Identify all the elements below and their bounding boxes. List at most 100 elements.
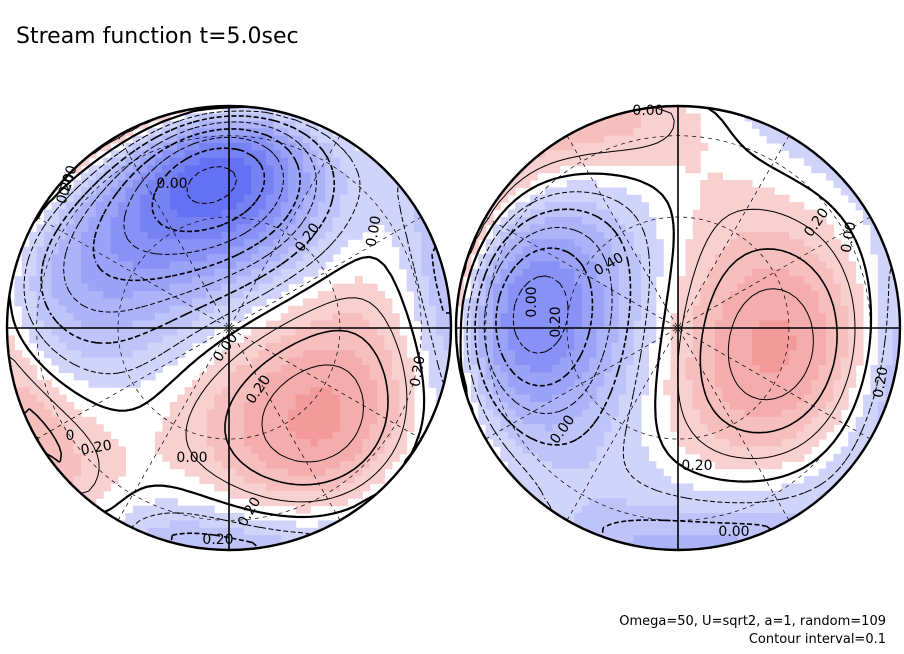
contour-cell xyxy=(184,305,193,314)
contour-cell xyxy=(332,209,341,218)
contour-cell xyxy=(58,239,67,248)
contour-cell xyxy=(236,187,245,196)
contour-cell xyxy=(14,276,23,285)
contour-cell xyxy=(399,209,408,218)
contour-cell xyxy=(391,535,400,544)
contour-cell xyxy=(421,157,430,166)
contour-cell xyxy=(744,268,753,277)
contour-cell xyxy=(759,313,768,322)
contour-cell xyxy=(214,217,223,225)
contour-cell xyxy=(633,291,642,299)
contour-cell xyxy=(325,313,334,322)
contour-cell xyxy=(140,505,149,514)
contour-cell xyxy=(789,143,797,151)
contour-cell xyxy=(132,172,141,181)
contour-cell xyxy=(544,379,553,388)
contour-cell xyxy=(362,402,371,410)
contour-cell xyxy=(870,135,879,144)
contour-cell xyxy=(789,113,797,122)
contour-cell xyxy=(826,135,834,144)
contour-cell xyxy=(354,453,363,462)
contour-cell xyxy=(118,313,126,322)
contour-label: 0.00 xyxy=(156,176,187,192)
contour-cell xyxy=(522,135,531,144)
contour-cell xyxy=(303,505,311,514)
contour-cell xyxy=(199,150,208,159)
contour-cell xyxy=(500,231,509,240)
contour-cell xyxy=(243,365,252,373)
contour-cell xyxy=(478,387,487,396)
contour-cell xyxy=(229,187,237,196)
contour-cell xyxy=(618,320,627,329)
contour-cell xyxy=(567,298,575,307)
contour-cell xyxy=(325,416,334,425)
contour-cell xyxy=(118,328,126,336)
contour-cell xyxy=(574,202,583,211)
contour-cell xyxy=(340,498,348,507)
contour-cell xyxy=(258,276,267,285)
contour-cell xyxy=(325,365,334,373)
contour-cell xyxy=(877,143,886,151)
contour-cell xyxy=(266,291,274,299)
contour-cell xyxy=(362,483,371,492)
contour-cell xyxy=(347,431,356,440)
contour-cell xyxy=(522,342,531,351)
contour-cell xyxy=(774,261,783,270)
contour-cell xyxy=(132,202,141,211)
contour-cell xyxy=(251,446,260,455)
contour-cell xyxy=(463,365,472,373)
contour-cell xyxy=(633,298,642,307)
contour-cell xyxy=(21,453,30,462)
contour-cell xyxy=(29,424,38,433)
contour-cell xyxy=(493,379,501,388)
contour-cell xyxy=(236,357,245,366)
contour-cell xyxy=(848,150,857,159)
contour-cell xyxy=(251,143,260,151)
contour-cell xyxy=(530,283,538,292)
contour-cell xyxy=(596,202,605,211)
contour-cell xyxy=(199,261,208,270)
contour-cell xyxy=(310,542,319,550)
contour-cell xyxy=(789,135,797,144)
contour-cell xyxy=(162,150,171,159)
contour-cell xyxy=(414,298,422,307)
contour-cell xyxy=(715,254,723,262)
contour-cell xyxy=(421,328,430,336)
contour-cell xyxy=(81,483,89,492)
contour-cell xyxy=(332,283,341,292)
contour-cell xyxy=(147,246,156,255)
contour-cell xyxy=(132,150,141,159)
contour-cell xyxy=(870,150,879,159)
contour-cell xyxy=(406,217,415,225)
contour-cell xyxy=(229,350,237,359)
contour-cell xyxy=(229,416,237,425)
contour-cell xyxy=(177,187,186,196)
contour-cell xyxy=(892,187,900,196)
contour-cell xyxy=(317,409,326,418)
contour-cell xyxy=(436,120,445,129)
contour-cell xyxy=(399,446,408,455)
contour-cell xyxy=(199,328,208,336)
contour-cell xyxy=(184,342,193,351)
contour-cell xyxy=(692,143,701,151)
contour-cell xyxy=(221,513,230,521)
contour-cell xyxy=(567,313,575,322)
contour-cell xyxy=(391,143,400,151)
contour-cell xyxy=(36,505,45,514)
contour-cell xyxy=(877,298,886,307)
contour-cell xyxy=(530,372,538,381)
contour-cell xyxy=(325,335,334,344)
contour-cell xyxy=(221,202,230,211)
contour-cell xyxy=(7,409,15,418)
contour-cell xyxy=(729,276,738,285)
contour-cell xyxy=(744,106,753,114)
contour-cell xyxy=(840,135,849,144)
contour-cell xyxy=(177,505,186,514)
contour-cell xyxy=(774,335,783,344)
contour-cell xyxy=(58,350,67,359)
contour-cell xyxy=(811,409,820,418)
contour-cell xyxy=(103,120,112,129)
contour-cell xyxy=(325,165,334,174)
contour-cell xyxy=(58,513,67,521)
contour-cell xyxy=(522,246,531,255)
